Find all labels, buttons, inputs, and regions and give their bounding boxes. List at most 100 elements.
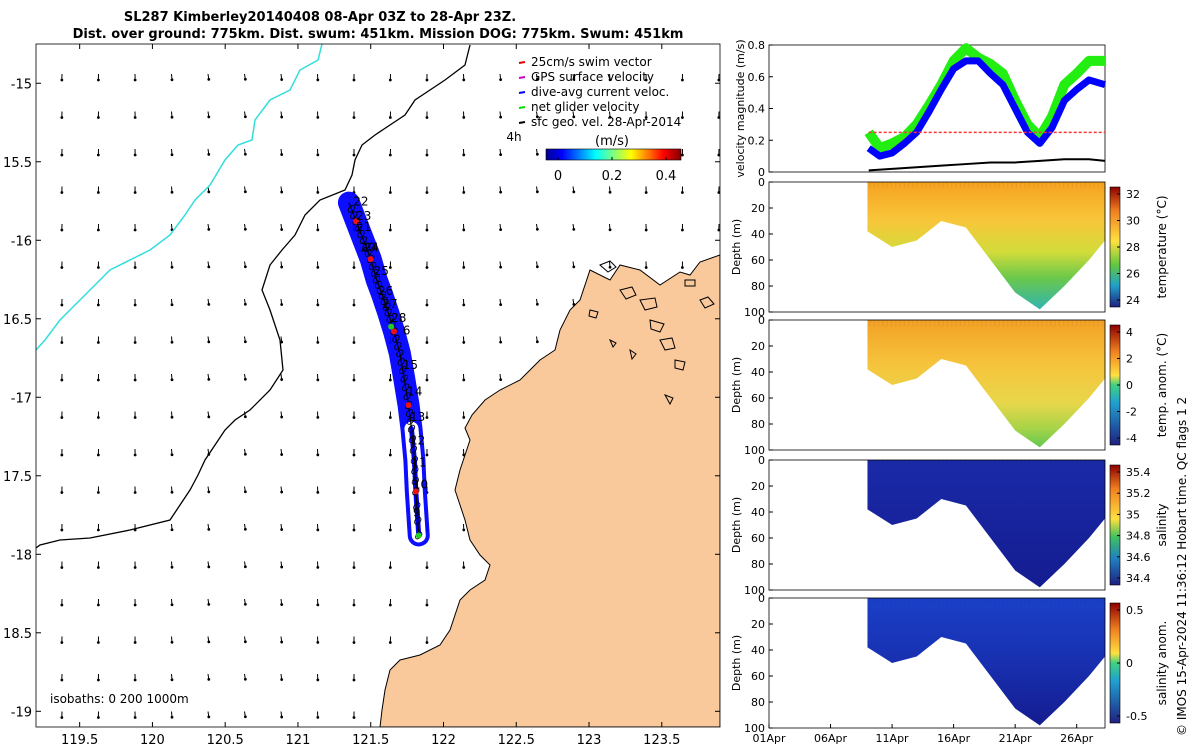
current-arrow-head [171,491,174,494]
velocity-ylabel: velocity magnitude (m/s) [734,39,747,177]
current-arrow-head [244,265,247,268]
current-arrow-head [353,679,356,682]
track-start [416,532,422,538]
period-label: 4h [506,130,521,144]
current-arrow-head [134,566,137,569]
current-arrow-head [134,79,137,82]
sal_anom-ytick-label: 60 [751,670,765,683]
current-arrow-head [134,116,137,119]
temperature-ylabel: Depth (m) [730,219,743,275]
current-arrow-head [97,79,100,82]
legend-label: net glider velocity [531,100,639,114]
temperature-cbar-tick-label: 28 [1126,241,1140,254]
current-arrow-head [681,229,684,232]
current-arrow-head [572,265,575,268]
current-arrow-head [426,304,429,307]
temp_anom-ytick-label: 0 [758,314,765,327]
current-arrow-head [280,566,283,569]
current-arrow-head [171,528,174,531]
current-arrow-head [60,116,63,119]
current-arrow-head [353,454,356,457]
current-arrow-head [97,416,100,419]
lat-tick-label: -15 [11,77,32,92]
current-arrow-head [462,529,465,532]
current-arrow-head [280,228,283,231]
current-arrow-head [244,340,247,343]
day-label: 21 [356,220,371,234]
salinity-ytick-label: 20 [751,480,765,493]
current-arrow-head [207,190,210,193]
lon-tick-label: 122 [431,733,456,748]
legend-swatch [519,107,525,108]
sal_anom-ytick-label: 40 [751,644,765,657]
legend-swatch [519,62,525,63]
legend-label: dive-avg current veloc. [531,85,669,99]
current-arrow-head [207,340,210,343]
lon-tick-label: 123 [577,733,602,748]
current-arrow-head [499,116,502,119]
lon-tick-label: 121 [286,733,311,748]
current-arrow-head [97,229,100,232]
colorbar-gradient [546,149,681,160]
current-arrow-head [280,528,283,531]
current-arrow-head [244,490,247,493]
current-arrow-head [60,716,63,719]
current-arrow-head [207,153,210,156]
current-arrow-head [499,341,502,344]
day-label: 13 [410,410,425,424]
current-arrow-head [389,529,392,532]
temp_anom-cbar-tick-label: 0 [1126,379,1133,392]
current-arrow-head [60,341,63,344]
current-arrow-head [171,341,174,344]
current-arrow-head [207,528,210,531]
temperature-ytick-label: 20 [751,202,765,215]
sal_anom-cbar-tick-label: 0.5 [1126,604,1144,617]
current-arrow-head [536,340,539,343]
current-arrow-head [353,529,356,532]
sal_anom-ytick-label: 80 [751,696,765,709]
lon-tick-label: 122.5 [498,733,535,748]
current-arrow-head [97,641,100,644]
current-arrow-head [316,641,319,644]
current-arrow-head [280,416,283,419]
current-arrow-head [60,191,63,194]
current-arrow-head [499,303,502,306]
current-arrow-head [207,640,210,643]
salinity-ytick-label: 60 [751,532,765,545]
current-arrow-head [389,79,392,82]
current-arrow-head [426,341,429,344]
current-arrow-head [462,379,465,382]
lon-tick-label: 119.5 [61,733,98,748]
current-arrow-head [316,679,319,682]
time-tick-label: 26Apr [1060,732,1094,745]
current-arrow-head [171,641,174,644]
current-arrow-head [316,529,319,532]
current-arrow-head [645,191,648,194]
sal_anom-cbar-tick-label: -0.5 [1126,710,1147,723]
salinity-cbar-tick-label: 35.4 [1126,466,1151,479]
legend-label: 25cm/s swim vector [531,55,652,69]
velocity-ytick-label: 0.6 [748,71,766,84]
salinity-ytick-label: 40 [751,506,765,519]
temperature-ytick-label: 0 [758,176,765,189]
current-arrow-head [207,378,210,381]
salinity-colorbar [1110,465,1120,585]
temp_anom-ytick-label: 60 [751,392,765,405]
current-arrow-head [134,379,137,382]
current-arrow-head [97,679,100,682]
current-arrow-head [426,379,429,382]
current-arrow-head [244,453,247,456]
current-arrow-head [280,678,283,681]
current-arrow-head [280,378,283,381]
current-arrow-head [499,153,502,156]
current-arrow-head [681,116,684,119]
current-arrow-head [97,491,100,494]
time-tick-label: 06Apr [814,732,848,745]
current-arrow-head [572,228,575,231]
current-arrow-head [207,228,210,231]
current-arrow-head [171,678,174,681]
current-arrow-head [244,228,247,231]
current-arrow-head [134,716,137,719]
salinity-ytick-label: 80 [751,558,765,571]
current-arrow-head [389,116,392,119]
